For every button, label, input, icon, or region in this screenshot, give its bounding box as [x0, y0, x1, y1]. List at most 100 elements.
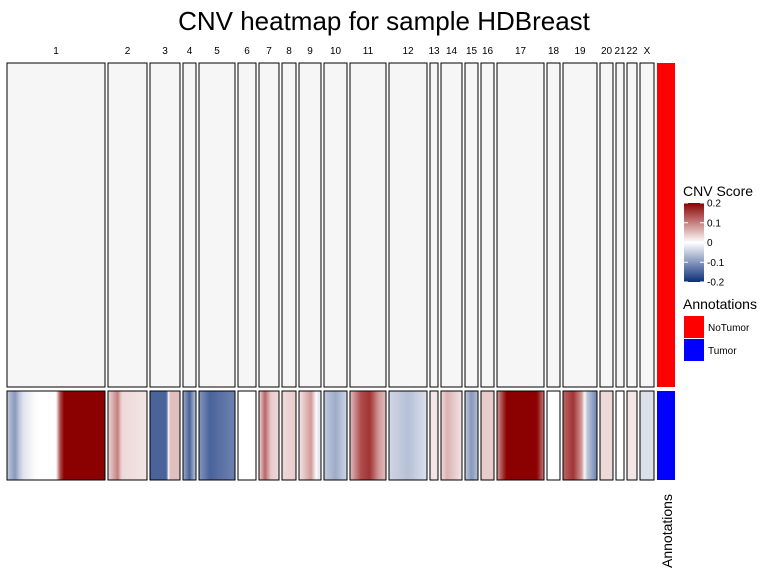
chromosome-14-panel: 14: [440, 46, 463, 481]
tumor-cells: [640, 391, 654, 480]
notumor-border: [464, 62, 479, 388]
chromosome-11-panel: 11: [349, 46, 387, 481]
chromosome-17-panel: 17: [496, 46, 545, 481]
chromosome-22-panel: 22: [626, 46, 638, 481]
annotation-legend-swatch: [684, 339, 704, 361]
notumor-cells: [600, 63, 613, 387]
tumor-border: [626, 390, 638, 481]
chromosome-9-panel: 9: [298, 46, 322, 481]
notumor-cells: [430, 63, 438, 387]
tumor-border: [599, 390, 614, 481]
annotation-legend-swatch: [684, 316, 704, 338]
notumor-border: [639, 62, 655, 388]
chromosome-20-panel: 20: [599, 46, 614, 481]
tumor-cells: [465, 391, 478, 480]
tumor-border: [496, 390, 545, 481]
tumor-border: [258, 390, 280, 481]
notumor-cells: [299, 63, 321, 387]
notumor-cells: [547, 63, 560, 387]
tumor-border: [149, 390, 181, 481]
legend-tick-label: 0.1: [707, 218, 721, 229]
tumor-cells: [600, 391, 613, 480]
notumor-cells: [640, 63, 654, 387]
notumor-cells: [324, 63, 347, 387]
tumor-border: [323, 390, 348, 481]
tumor-cells: [389, 391, 427, 480]
notumor-border: [626, 62, 638, 388]
chromosome-label: 9: [307, 46, 313, 57]
tumor-border: [615, 390, 625, 481]
tumor-border: [349, 390, 387, 481]
tumor-cells: [481, 391, 494, 480]
tumor-cells: [563, 391, 597, 480]
tumor-border: [107, 390, 148, 481]
notumor-cells: [627, 63, 637, 387]
chromosome-13-panel: 13: [428, 46, 440, 481]
tumor-cells: [350, 391, 386, 480]
notumor-border: [281, 62, 297, 388]
chromosome-label: 7: [266, 46, 272, 57]
notumor-border: [182, 62, 197, 388]
chromosome-label: X: [644, 46, 651, 57]
chromosome-6-panel: 6: [237, 46, 257, 481]
notumor-cells: [199, 63, 235, 387]
annotations-legend: Annotations NoTumor Tumor: [683, 296, 757, 361]
notumor-cells: [563, 63, 597, 387]
notumor-cells: [259, 63, 279, 387]
chromosome-label: 3: [162, 46, 168, 57]
notumor-cells: [108, 63, 147, 387]
chromosome-label: 13: [428, 46, 440, 57]
notumor-cells: [441, 63, 462, 387]
tumor-cells: [430, 391, 438, 480]
chromosome-label: 11: [363, 46, 374, 57]
tumor-cells: [627, 391, 637, 480]
chromosome-label: 22: [626, 46, 638, 57]
chromosome-label: 19: [574, 46, 586, 57]
notumor-border: [107, 62, 148, 388]
annotations-axis-label: Annotations: [659, 494, 675, 568]
notumor-cells: [497, 63, 544, 387]
annotation-bar: [657, 63, 675, 480]
chromosome-10-panel: 10: [323, 46, 348, 481]
notumor-border: [6, 62, 106, 388]
tumor-border: [281, 390, 297, 481]
annotation-notumor-bar: [657, 63, 675, 387]
tumor-cells: [497, 391, 544, 480]
notumor-border: [429, 62, 439, 388]
notumor-border: [298, 62, 322, 388]
tumor-border: [546, 390, 561, 481]
notumor-cells: [350, 63, 386, 387]
chromosome-18-panel: 18: [546, 46, 561, 481]
legend-tick-label: -0.1: [707, 258, 725, 269]
tumor-cells: [441, 391, 462, 480]
tumor-border: [464, 390, 479, 481]
notumor-border: [388, 62, 428, 388]
chromosome-16-panel: 16: [480, 46, 495, 481]
tumor-cells: [108, 391, 147, 480]
notumor-cells: [150, 63, 180, 387]
legend-tick-label: 0: [707, 238, 713, 249]
legend-tick-label: 0.2: [707, 199, 721, 210]
chromosome-label: 12: [402, 46, 414, 57]
tumor-border: [639, 390, 655, 481]
tumor-border: [440, 390, 463, 481]
heatmap-panels: 1 2 3 4 5 6 7 8 9 10 11 12 13 14 15 16 17 18 19 20 21 22 X: [6, 46, 655, 481]
chromosome-5-panel: 5: [198, 46, 236, 481]
tumor-cells: [150, 391, 180, 480]
notumor-border: [599, 62, 614, 388]
notumor-cells: [238, 63, 256, 387]
notumor-cells: [465, 63, 478, 387]
chromosome-7-panel: 7: [258, 46, 280, 481]
legend-color-bar: [684, 203, 704, 282]
notumor-border: [496, 62, 545, 388]
notumor-cells: [282, 63, 296, 387]
chromosome-X-panel: X: [639, 46, 655, 481]
annotation-legend-label: Tumor: [708, 346, 737, 357]
chromosome-label: 21: [614, 46, 626, 57]
notumor-border: [615, 62, 625, 388]
tumor-cells: [238, 391, 256, 480]
chromosome-2-panel: 2: [107, 46, 148, 481]
chromosome-label: 8: [286, 46, 292, 57]
tumor-border: [388, 390, 428, 481]
